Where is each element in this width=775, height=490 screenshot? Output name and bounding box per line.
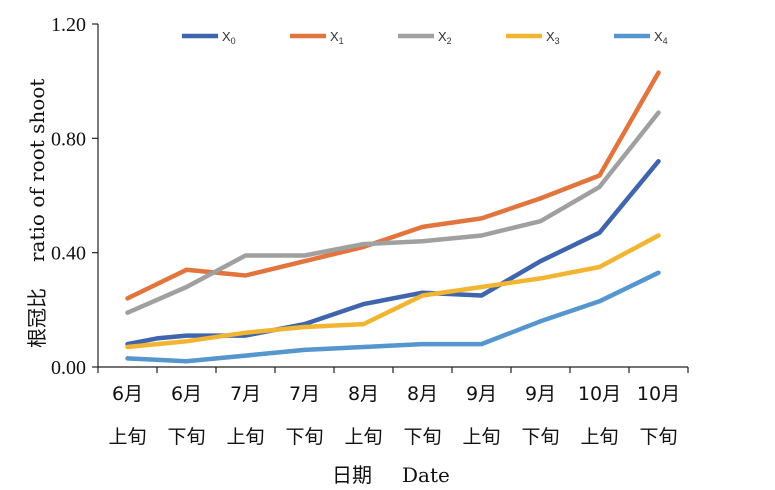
legend-label-x0: X0 (222, 29, 236, 46)
series-line-x1 (125, 70, 661, 301)
y-tick-label: 0.40 (51, 243, 86, 265)
x-tick-label-month: 8月 (407, 383, 438, 405)
x-axis-label-en: Date (402, 463, 450, 487)
x-tick-label-period: 下旬 (521, 426, 559, 448)
x-tick-label-month: 8月 (348, 383, 379, 405)
series-lines (125, 70, 661, 364)
series-line-x0 (125, 158, 661, 347)
x-tick-label-month: 9月 (466, 383, 497, 405)
x-axis-label-cn: 日期 (332, 463, 372, 487)
axes (97, 24, 688, 368)
y-axis-label-cn: 根冠比 (25, 288, 49, 348)
x-tick-label-period: 下旬 (403, 426, 441, 448)
x-tick-label-month: 6月 (171, 383, 202, 405)
y-ticks: 0.00 0.40 0.80 1.20 (51, 14, 98, 379)
y-tick-label: 0.00 (51, 357, 86, 379)
legend: X0 X1 X2 X3 X4 (182, 29, 668, 46)
y-tick-label: 0.80 (51, 128, 86, 150)
x-tick-label-period: 上旬 (462, 426, 500, 448)
x-tick-label-period: 下旬 (285, 426, 323, 448)
series-line-x3 (125, 233, 661, 350)
x-tick-label-period: 上旬 (108, 426, 146, 448)
legend-label-x3: X3 (546, 29, 560, 46)
x-tick-label-month: 7月 (230, 383, 261, 405)
x-tick-label-month: 6月 (112, 383, 143, 405)
x-tick-label-period: 上旬 (344, 426, 382, 448)
series-line-x4 (125, 270, 661, 364)
x-tick-label-period: 下旬 (167, 426, 205, 448)
x-tick-label-month: 7月 (289, 383, 320, 405)
y-tick-label: 1.20 (51, 14, 86, 36)
x-tick-label-period: 下旬 (639, 426, 677, 448)
x-tick-label-month: 10月 (637, 383, 680, 405)
x-tick-label-period: 上旬 (226, 426, 264, 448)
x-tick-label-month: 10月 (578, 383, 621, 405)
series-line-x2 (125, 110, 661, 315)
legend-label-x2: X2 (438, 29, 452, 46)
x-ticks: 6月上旬6月下旬7月上旬7月下旬8月上旬8月下旬9月上旬9月下旬10月上旬10月… (97, 367, 689, 448)
y-axis-label-en: ratio of root shoot (25, 79, 49, 262)
x-tick-label-period: 上旬 (580, 426, 618, 448)
legend-label-x4: X4 (654, 29, 668, 46)
x-tick-label-month: 9月 (525, 383, 556, 405)
legend-label-x1: X1 (330, 29, 344, 46)
